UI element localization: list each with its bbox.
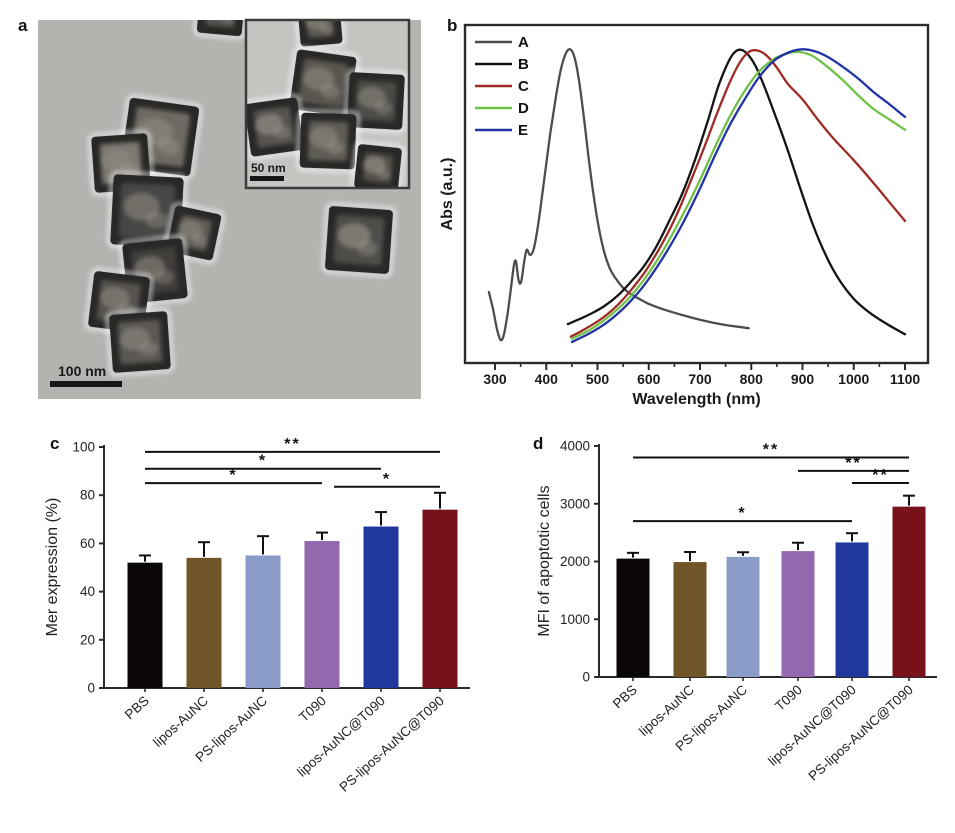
x-axis-tick-label: 900 (791, 371, 815, 387)
x-axis-tick-label: 800 (740, 371, 764, 387)
significance-stars: * (259, 453, 267, 470)
panel-d-label: d (533, 434, 544, 453)
panel-a-tem-image: 100 nm 50 nm (38, 18, 421, 399)
category-label: PBS (610, 682, 640, 711)
significance-stars: * (229, 467, 237, 484)
nanocube (321, 202, 397, 278)
y-axis-tick-label: 20 (80, 632, 95, 647)
bar-PS-lipos-AuNC@T090 (892, 506, 926, 677)
nanocube (295, 108, 361, 174)
y-axis-title: Mer expression (%) (44, 498, 61, 637)
nanocube (350, 140, 406, 188)
category-label: lipos-AuNC (150, 693, 211, 750)
curve-E (570, 48, 907, 344)
nanocube (84, 267, 154, 337)
bar-T090 (304, 540, 340, 688)
x-axis-tick-label: 300 (483, 371, 507, 387)
nanocube (293, 20, 347, 51)
curve-A (487, 48, 750, 342)
category-label: PS-lipos-AuNC@T090 (805, 682, 916, 784)
y-axis-tick-label: 0 (87, 681, 95, 696)
scalebar-main (50, 381, 122, 387)
bar-lipos-AuNC (673, 562, 707, 677)
scalebar-inset (250, 176, 284, 181)
category-label: PBS (122, 693, 152, 722)
curve-B (566, 48, 907, 336)
x-axis-title: Wavelength (nm) (632, 391, 760, 408)
y-axis-tick-label: 1000 (560, 612, 590, 627)
y-axis-tick-label: 0 (582, 670, 590, 685)
panel-c-mer-expression-chart: 0 20 40 60 80 100 Mer expression (%) PBSlipos-A… (44, 436, 470, 795)
significance-stars: ** (872, 467, 888, 484)
y-axis-tick-label: 2000 (560, 554, 590, 569)
bar-lipos-AuNC@T090 (835, 542, 869, 677)
plot-frame (463, 23, 930, 365)
significance-stars: ** (284, 436, 300, 453)
scalebar-label-main: 100 nm (58, 363, 106, 379)
significance-stars: ** (845, 455, 861, 472)
bar-PBS (127, 562, 163, 688)
y-axis-title: MFI of apoptotic cells (536, 485, 553, 636)
significance-stars: * (738, 505, 746, 522)
bar-T090 (781, 551, 815, 677)
legend-label-C: C (518, 78, 529, 95)
nanocube (343, 68, 409, 134)
bar-PS-lipos-AuNC@T090 (422, 509, 458, 688)
tem-inset-border (244, 18, 411, 190)
x-axis-tick-label: 400 (535, 371, 559, 387)
bar-lipos-AuNC (186, 557, 222, 688)
scalebar-label-inset: 50 nm (251, 161, 286, 175)
x-axis-tick-label: 1100 (890, 371, 921, 387)
x-axis-tick-label: 1000 (838, 371, 869, 387)
y-axis-tick-label: 100 (72, 440, 95, 455)
legend-label-E: E (518, 122, 528, 139)
nanocube (105, 307, 175, 377)
category-label: T090 (296, 693, 329, 725)
category-label: PS-lipos-AuNC@T090 (336, 693, 447, 795)
curve-C (569, 48, 907, 338)
y-axis-tick-label: 60 (80, 536, 95, 551)
x-axis-tick-label: 500 (586, 371, 610, 387)
legend-label-D: D (518, 100, 529, 117)
curve-D (570, 50, 907, 340)
nanocube (246, 93, 308, 161)
y-axis-tick-label: 80 (80, 488, 95, 503)
legend-label-B: B (518, 56, 529, 73)
nanocube (192, 20, 250, 41)
x-axis-tick-label: 700 (688, 371, 712, 387)
y-axis-title: Abs (a.u.) (439, 158, 456, 231)
legend-label-A: A (518, 34, 529, 51)
y-axis-tick-label: 3000 (560, 496, 590, 511)
category-label: T090 (772, 682, 805, 714)
panel-d-mfi-chart: 0 1000 2000 3000 4000 MFI of apoptotic cells P… (536, 439, 937, 784)
bar-PS-lipos-AuNC (726, 556, 760, 677)
panel-a-label: a (18, 16, 28, 35)
panel-c-label: c (50, 434, 60, 453)
bar-PBS (616, 558, 650, 677)
panel-b-absorbance-chart: 300 400 500 600 700 800 900 1000 1100 Wavelength … (439, 23, 930, 408)
significance-stars: * (383, 471, 391, 488)
panel-b-label: b (447, 16, 458, 35)
bar-PS-lipos-AuNC (245, 555, 281, 688)
x-axis-tick-label: 600 (637, 371, 661, 387)
y-axis-tick-label: 40 (80, 584, 95, 599)
significance-stars: ** (763, 442, 779, 459)
nanocube (285, 45, 361, 121)
bar-lipos-AuNC@T090 (363, 526, 399, 688)
y-axis-tick-label: 4000 (560, 439, 590, 454)
